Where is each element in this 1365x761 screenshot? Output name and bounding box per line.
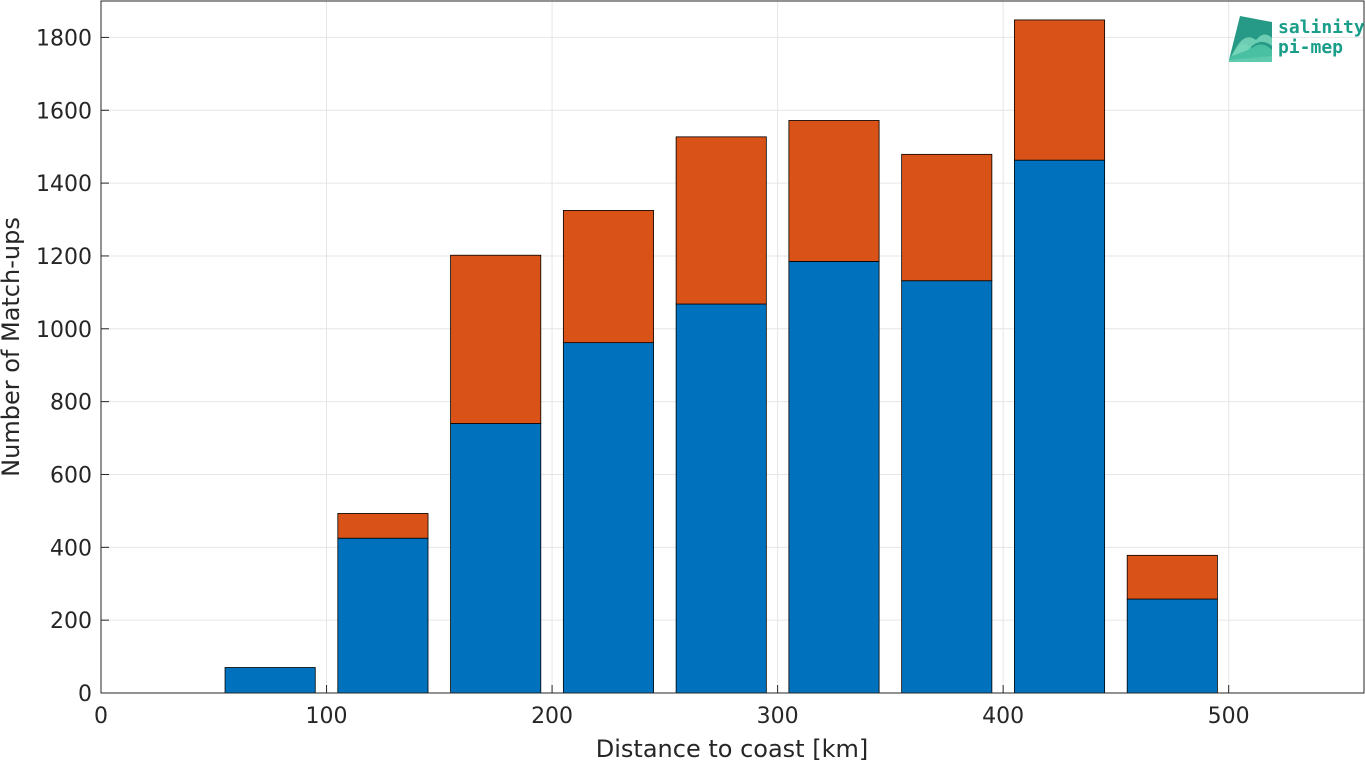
tick-marks: [100, 36, 1230, 694]
bar-series-1: [224, 667, 316, 694]
y-tick-label: 1000: [36, 318, 92, 343]
y-tick-label: 1600: [36, 99, 92, 124]
x-tick-label: 400: [982, 704, 1024, 729]
bar-series-1: [562, 342, 654, 694]
x-tick-labels: 0 100 200 300 400 500: [94, 704, 1250, 729]
y-tick-label: 1800: [36, 26, 92, 51]
y-tick-label: 400: [50, 536, 92, 561]
x-tick-label: 500: [1208, 704, 1250, 729]
bar-series-1: [1014, 159, 1106, 694]
x-tick-label: 100: [306, 704, 348, 729]
bar-series-2: [901, 153, 993, 282]
y-tick-label: 600: [50, 463, 92, 488]
bar-series-1: [337, 537, 429, 694]
bar-series-2: [450, 254, 542, 424]
y-tick-labels: 0 200 400 600 800 1000 1200 1400 1600 1800: [36, 26, 92, 707]
bar-series-2: [788, 120, 880, 262]
bar-series-2: [1126, 554, 1218, 600]
bar-series-2: [562, 210, 654, 344]
axes-frame: [100, 0, 1365, 694]
x-axis-title: Distance to coast [km]: [596, 735, 868, 761]
y-tick-label: 0: [78, 682, 92, 707]
x-tick-label: 0: [94, 704, 108, 729]
logo-wave-icon: [1229, 16, 1272, 62]
y-tick-label: 800: [50, 391, 92, 416]
bar-series-1: [1126, 598, 1218, 694]
y-axis-title: Number of Match-ups: [0, 217, 25, 477]
x-tick-label: 200: [531, 704, 573, 729]
x-tick-label: 300: [757, 704, 799, 729]
y-tick-label: 200: [50, 609, 92, 634]
bar-series-2: [1014, 19, 1106, 161]
bar-series-1: [901, 280, 993, 694]
bar-series-2: [337, 513, 429, 539]
logo-text-pimep: pi-mep: [1278, 37, 1343, 58]
bar-series-1: [675, 303, 767, 694]
bar-series-1: [788, 261, 880, 694]
y-tick-label: 1400: [36, 172, 92, 197]
bar-series-1: [450, 423, 542, 694]
salinity-pimep-logo: salinity pi-mep: [1229, 16, 1365, 62]
logo-text-salinity: salinity: [1278, 17, 1365, 38]
bars: [224, 19, 1218, 694]
y-tick-label: 1200: [36, 245, 92, 270]
bar-series-2: [675, 136, 767, 305]
